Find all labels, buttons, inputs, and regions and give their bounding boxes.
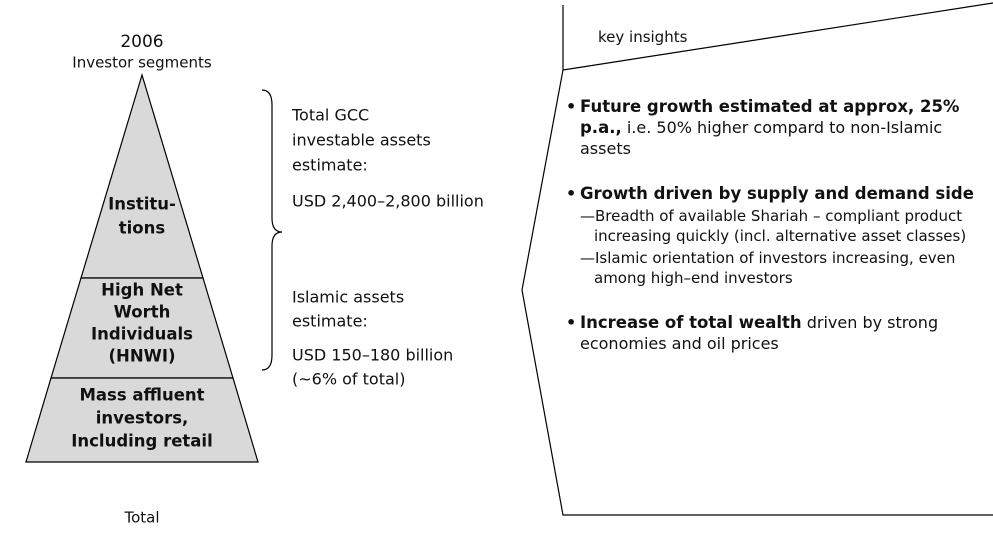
bullet: • Future growth estimated at approx, 25% … bbox=[566, 96, 986, 159]
year: 2006 bbox=[120, 32, 163, 52]
bullet-bold: Future growth estimated at approx, 25% p… bbox=[580, 97, 960, 137]
sub-item: —Islamic orientation of investors increa… bbox=[580, 249, 956, 287]
layer-label: investors, bbox=[96, 409, 189, 428]
bullet: • Growth driven by supply and demand side… bbox=[566, 183, 986, 288]
insights-frame-top bbox=[562, 2, 993, 71]
bullet-bold: Growth driven by supply and demand side bbox=[580, 184, 974, 203]
insights-panel: • Future growth estimated at approx, 25% … bbox=[566, 96, 986, 378]
estimate-note: (~6% of total) bbox=[292, 370, 405, 389]
layer-label: Institu- bbox=[108, 195, 176, 214]
layer-label: tions bbox=[119, 219, 166, 238]
estimate-value: USD 150–180 billion bbox=[292, 346, 453, 365]
estimate-label: investable assets bbox=[292, 131, 431, 150]
bullet: • Increase of total wealth driven by stro… bbox=[566, 312, 986, 354]
estimate-label: estimate: bbox=[292, 156, 368, 175]
layer-mass bbox=[25, 377, 259, 463]
bullet-dot: • bbox=[566, 313, 577, 332]
estimate-label: Islamic assets bbox=[292, 288, 404, 307]
layer-label: Individuals bbox=[91, 325, 193, 344]
bullet-text: i.e. 50% higher compard to non-Islamic a… bbox=[580, 118, 943, 158]
layer-label: Worth bbox=[114, 303, 171, 322]
estimate-label: estimate: bbox=[292, 312, 368, 331]
layer-label: Including retail bbox=[71, 432, 213, 451]
layer-label: High Net bbox=[101, 281, 183, 300]
layer-label: Mass affluent bbox=[79, 386, 204, 405]
sub-item: —Breadth of available Shariah – complian… bbox=[580, 207, 967, 245]
pyramid-title: Investor segments bbox=[72, 54, 212, 72]
bullet-text: driven by strong economies and oil price… bbox=[580, 313, 939, 353]
layer-label: (HNWI) bbox=[108, 347, 175, 366]
brace bbox=[261, 89, 283, 371]
estimate-label: Total GCC bbox=[291, 106, 369, 125]
insights-frame bbox=[521, 5, 993, 516]
layer-institutions bbox=[80, 72, 204, 279]
estimate-value: USD 2,400–2,800 billion bbox=[292, 192, 484, 211]
bullet-dot: • bbox=[566, 184, 577, 203]
pyramid-footer: Total bbox=[123, 509, 159, 527]
bullet-bold: Increase of total wealth bbox=[580, 313, 802, 332]
insights-heading: key insights bbox=[598, 28, 688, 46]
bullet-dot: • bbox=[566, 97, 577, 116]
